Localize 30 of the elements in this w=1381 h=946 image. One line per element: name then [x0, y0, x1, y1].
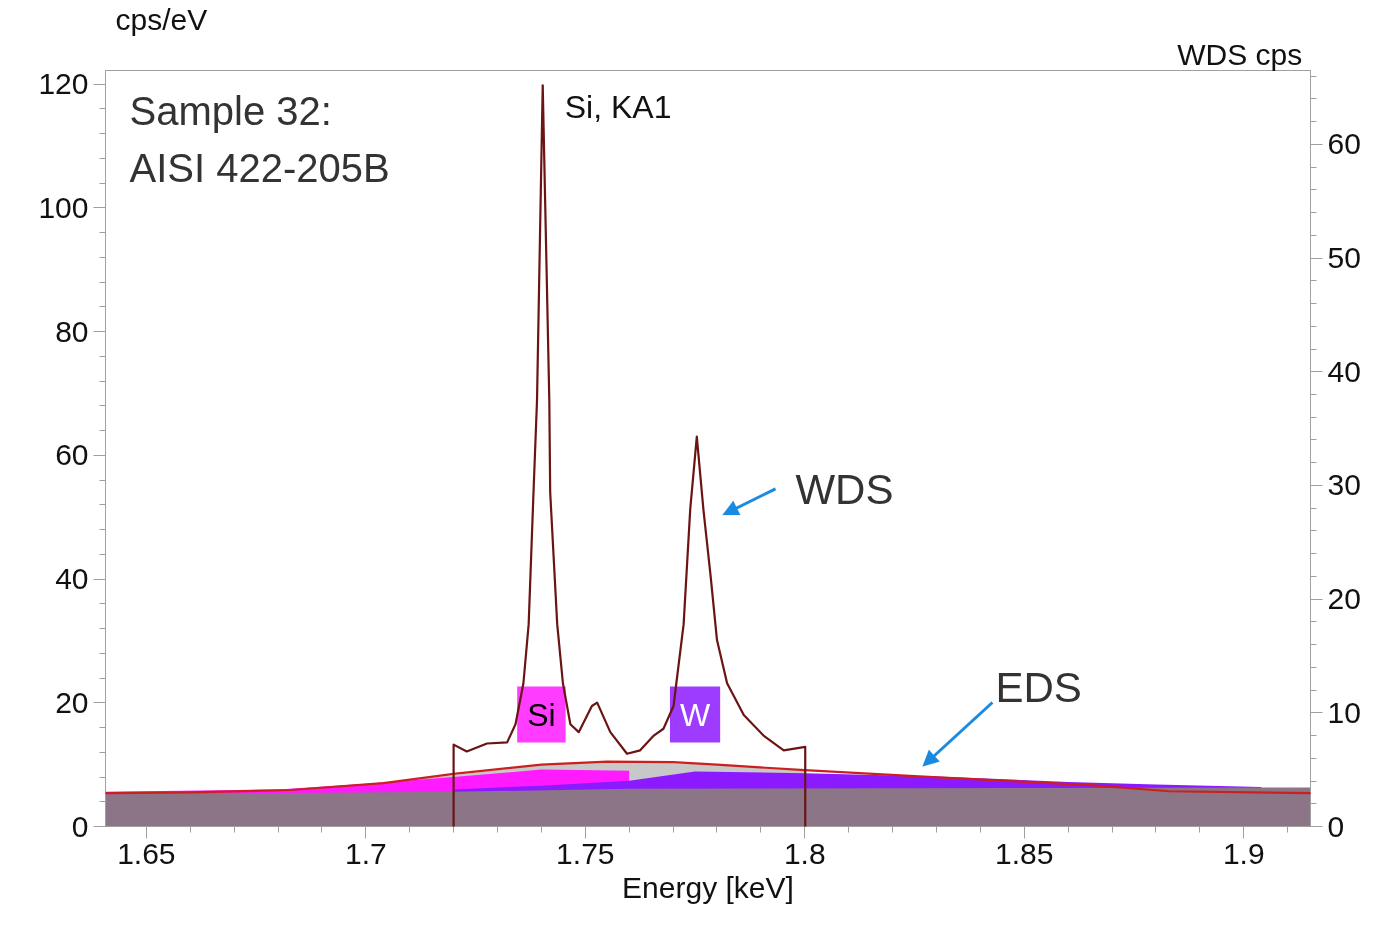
- y-tick-label: 100: [38, 190, 89, 224]
- y2-tick-label: 20: [1327, 582, 1361, 616]
- x-tick-label: 1.8: [783, 836, 826, 870]
- annotation: EDS: [995, 664, 1082, 712]
- series-label: Si: [527, 696, 556, 733]
- y-tick-label: 120: [38, 67, 89, 101]
- y2-tick-label: 40: [1327, 354, 1361, 388]
- annotation: Sample 32: AISI 422-205B: [129, 88, 390, 190]
- annotation: WDS: [795, 466, 894, 514]
- x-tick-label: 1.85: [995, 836, 1054, 870]
- y-tick-label: 0: [71, 809, 89, 843]
- y-tick-label: 60: [55, 438, 89, 472]
- x-tick-label: 1.9: [1222, 836, 1265, 870]
- y2-tick-label: 10: [1327, 695, 1361, 729]
- x-tick-label: 1.75: [556, 836, 615, 870]
- y-tick-label: 40: [55, 562, 89, 596]
- y-tick-label: 80: [55, 314, 89, 348]
- line-series: [104, 760, 1312, 795]
- x-axis-title: Energy [keV]: [622, 870, 794, 904]
- annotation: Si, KA1: [564, 89, 672, 126]
- y-tick-label: 20: [55, 685, 89, 719]
- x-tick-label: 1.7: [344, 836, 387, 870]
- y-axis-title: cps/eV: [115, 2, 208, 36]
- x-tick-label: 1.65: [117, 836, 176, 870]
- series-label: W: [679, 696, 711, 733]
- y2-tick-label: 60: [1327, 127, 1361, 161]
- y2-axis-title: WDS cps: [1177, 37, 1303, 71]
- y2-tick-label: 50: [1327, 241, 1361, 275]
- y2-tick-label: 0: [1327, 809, 1345, 843]
- y2-tick-label: 30: [1327, 468, 1361, 502]
